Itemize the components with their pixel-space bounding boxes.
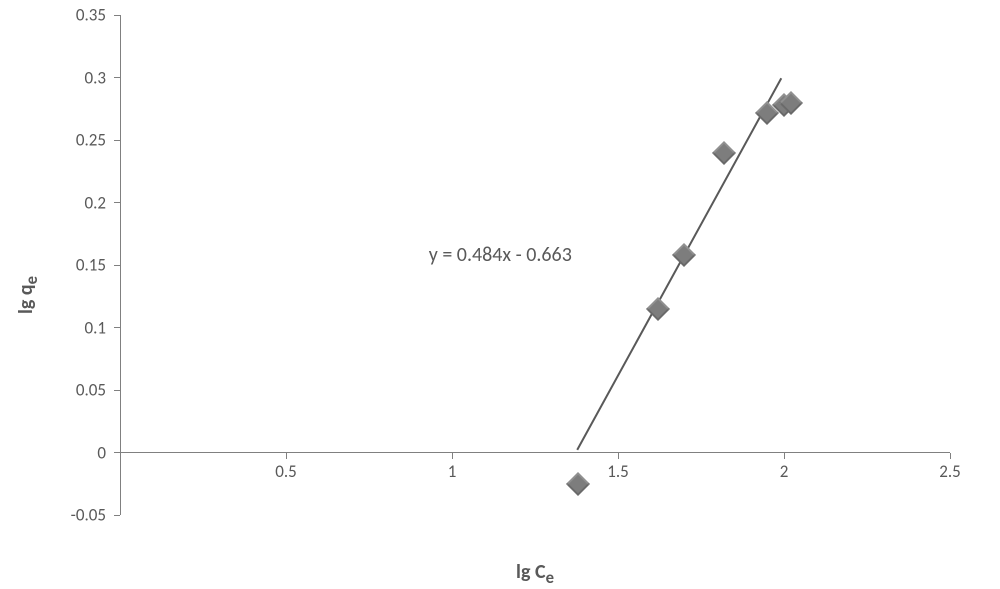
y-tick-label: 0.2 bbox=[84, 192, 106, 213]
data-point bbox=[712, 140, 736, 164]
y-tick-mark bbox=[114, 390, 120, 391]
x-tick-mark bbox=[120, 453, 121, 459]
x-tick-mark bbox=[286, 453, 287, 459]
y-tick-mark bbox=[114, 452, 120, 453]
x-tick-mark bbox=[618, 453, 619, 459]
y-axis-title-sub: e bbox=[22, 275, 42, 283]
y-tick-label: 0.05 bbox=[76, 380, 106, 401]
x-tick-label: 1.5 bbox=[607, 461, 629, 482]
x-axis-title: lg Ce bbox=[516, 560, 554, 588]
x-tick-mark bbox=[784, 453, 785, 459]
x-axis-title-main: lg C bbox=[516, 560, 546, 584]
y-tick-label: 0 bbox=[97, 442, 106, 463]
y-tick-mark bbox=[114, 140, 120, 141]
y-tick-mark bbox=[114, 265, 120, 266]
y-tick-label: 0.1 bbox=[84, 317, 106, 338]
y-axis-title: lg qe bbox=[14, 275, 42, 313]
x-axis-line bbox=[120, 452, 950, 453]
y-tick-label: 0.15 bbox=[76, 255, 106, 276]
y-axis-title-main: lg q bbox=[14, 284, 38, 314]
y-tick-label: 0.35 bbox=[76, 5, 106, 26]
y-tick-mark bbox=[114, 15, 120, 16]
data-point bbox=[672, 243, 696, 267]
y-tick-mark bbox=[114, 77, 120, 78]
plot-area: 0.511.522.5-0.0500.050.10.150.20.250.30.… bbox=[120, 15, 950, 515]
x-axis-title-sub: e bbox=[546, 568, 554, 588]
data-point bbox=[566, 472, 590, 496]
x-tick-mark bbox=[950, 453, 951, 459]
x-tick-label: 2 bbox=[780, 461, 789, 482]
trendline bbox=[576, 78, 781, 451]
x-tick-label: 2.5 bbox=[939, 461, 961, 482]
scatter-chart: lg qe lg Ce 0.511.522.5-0.0500.050.10.15… bbox=[0, 0, 1000, 589]
regression-equation: y = 0.484x - 0.663 bbox=[429, 243, 572, 267]
y-tick-mark bbox=[114, 327, 120, 328]
y-tick-mark bbox=[114, 202, 120, 203]
y-tick-label: 0.3 bbox=[84, 67, 106, 88]
y-tick-label: -0.05 bbox=[71, 505, 106, 526]
y-tick-label: 0.25 bbox=[76, 130, 106, 151]
x-tick-label: 1 bbox=[448, 461, 457, 482]
x-tick-label: 0.5 bbox=[275, 461, 297, 482]
x-tick-mark bbox=[452, 453, 453, 459]
y-tick-mark bbox=[114, 515, 120, 516]
